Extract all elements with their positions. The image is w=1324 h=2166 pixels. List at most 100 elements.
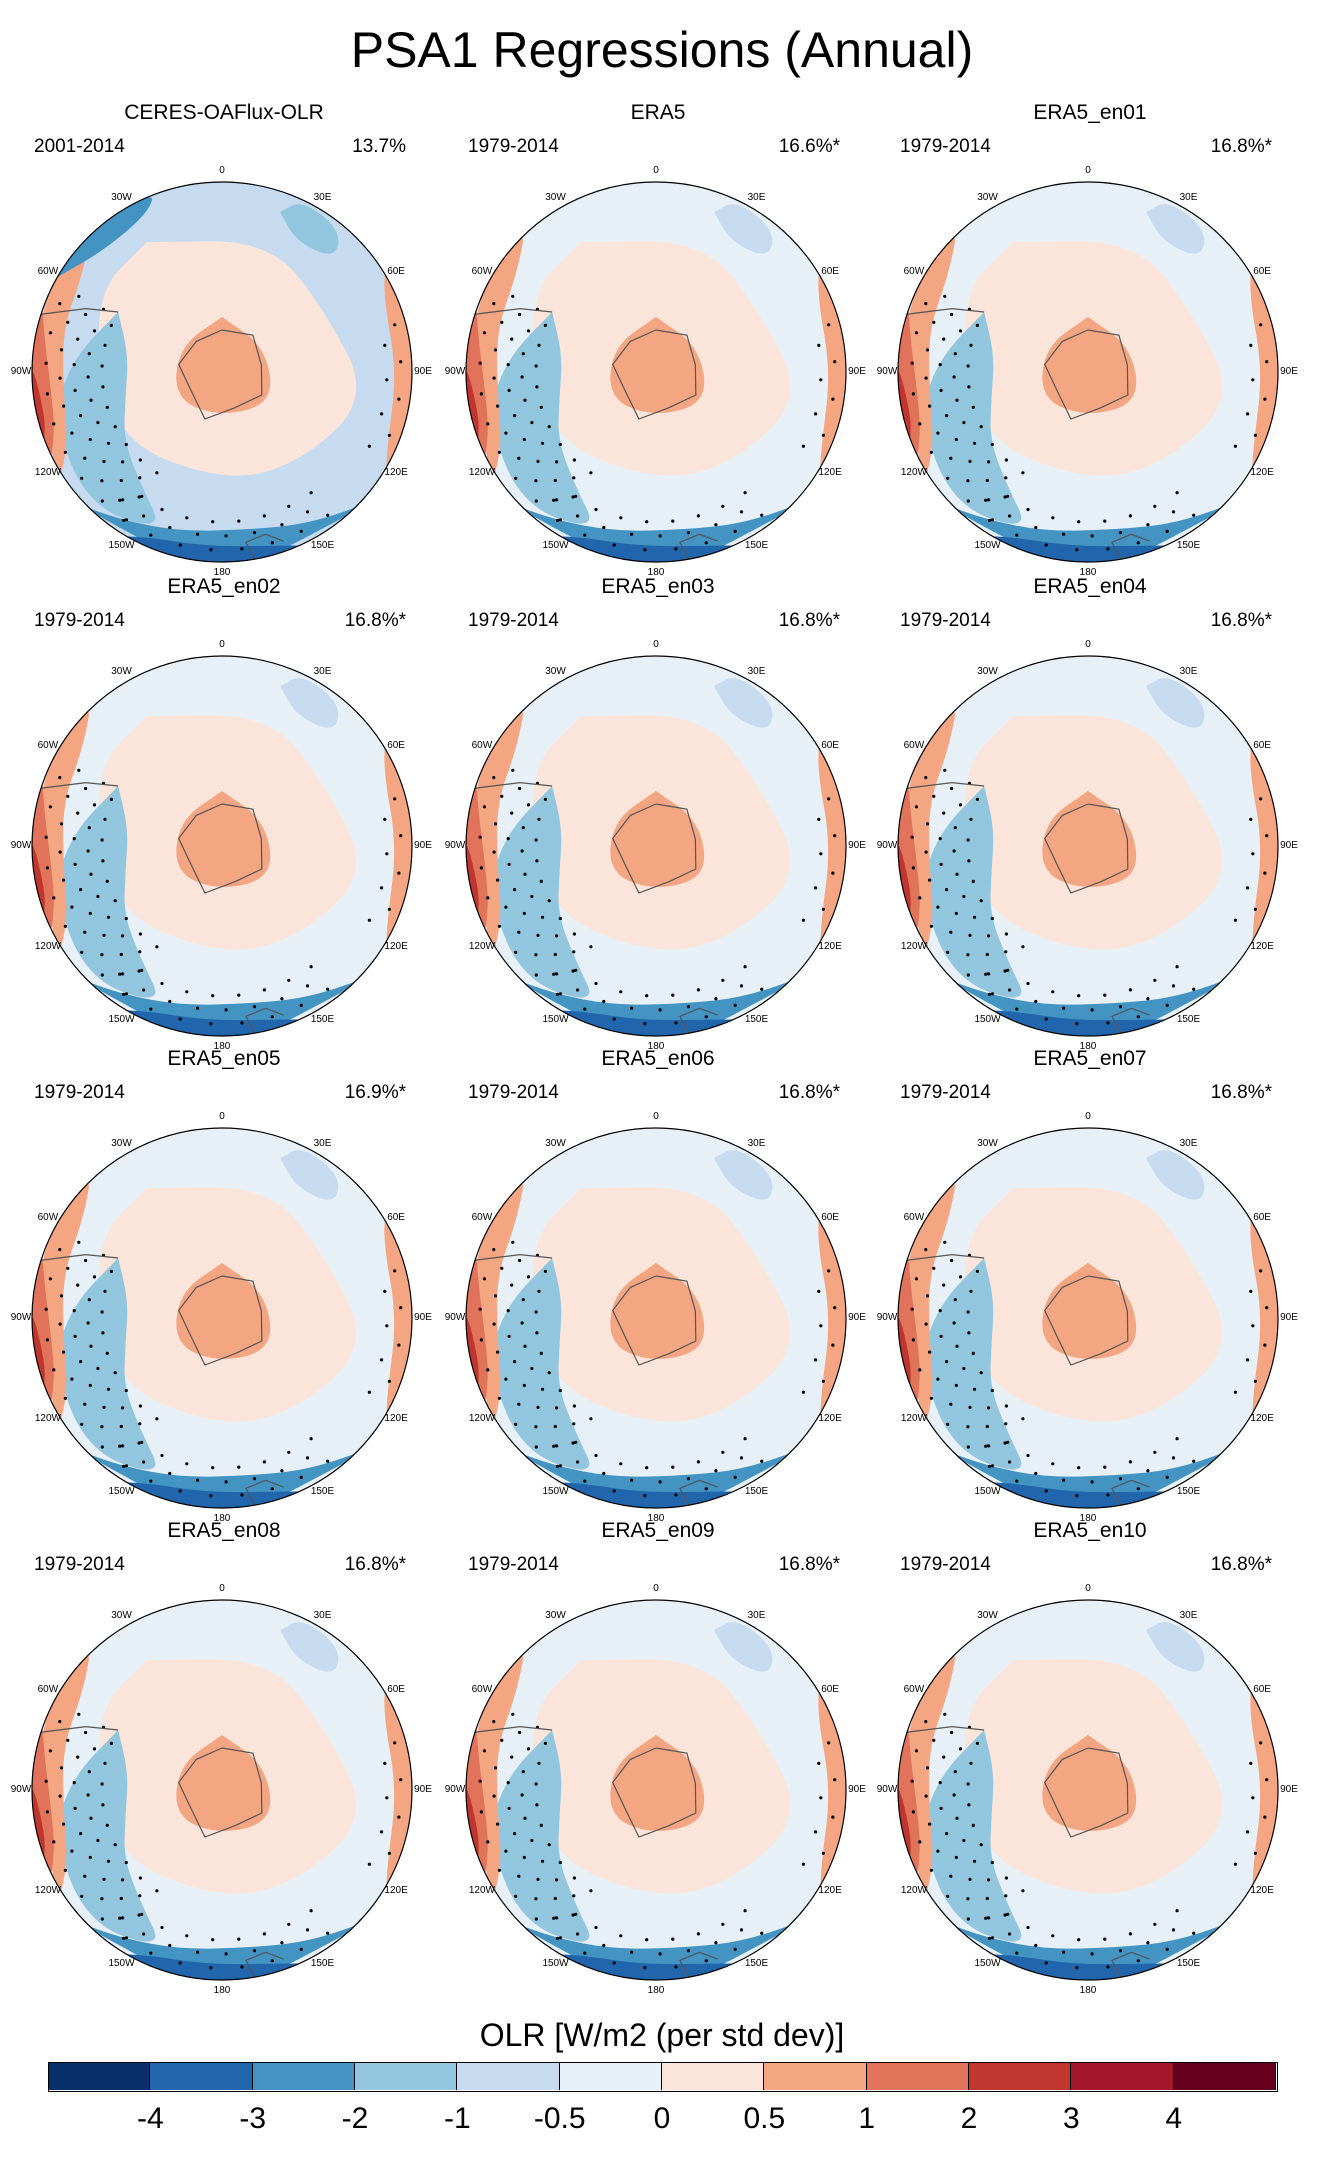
map-panel: ERA5_en07 0 30E 60E 90E 120E 150E 180 150W 120W 90… <box>877 1046 1300 1524</box>
longitude-label: 30E <box>313 665 332 677</box>
longitude-label: 30W <box>545 665 566 677</box>
longitude-label: 120W <box>900 940 927 952</box>
cold-tongue-region <box>925 1730 1022 1942</box>
panel-variance-explained: 16.8%* <box>778 1554 840 1575</box>
map-panel: ERA5_en08 0 30E 60E 90E 120E 150E 180 150W 120W 90… <box>11 1518 434 1996</box>
map-border <box>897 181 1279 563</box>
colorbar-segment <box>559 2062 662 2090</box>
panel-variance-explained: 16.8%* <box>344 1554 406 1575</box>
longitude-label: 60E <box>821 265 839 277</box>
polar-map <box>465 1599 847 1981</box>
panel-variance-explained: 13.7% <box>352 136 406 157</box>
longitude-label: 180 <box>213 1041 231 1052</box>
significance-stipple <box>801 1741 837 1866</box>
significance-stipple <box>118 491 330 552</box>
cold-tongue-region <box>925 786 1022 998</box>
significance-stipple <box>44 768 159 996</box>
longitude-label: 30W <box>977 1137 998 1149</box>
longitude-label: 120E <box>1250 1884 1274 1896</box>
panel-title: ERA5_en06 <box>601 1047 715 1070</box>
new-zealand-coastline <box>1111 1007 1150 1034</box>
longitude-label: 180 <box>1079 1513 1097 1524</box>
colorbar-tick-label: 2 <box>960 2102 978 2135</box>
panel-period: 1979-2014 <box>34 1554 125 1575</box>
longitude-label: 90E <box>848 840 866 851</box>
new-zealand-coastline <box>245 533 284 560</box>
antarctic-anomaly <box>176 1263 271 1359</box>
significance-stipple <box>367 797 403 922</box>
panel-variance-explained: 16.8%* <box>778 610 840 631</box>
longitude-label: 30E <box>747 191 766 203</box>
longitude-label: 90E <box>414 1312 432 1323</box>
longitude-label: 120E <box>818 466 842 478</box>
map-panel: CERES-OAFlux-OLR 0 30E 60E 90E 120E 150E 180 150… <box>11 100 434 578</box>
longitude-label: 90W <box>876 366 898 377</box>
longitude-label: 30W <box>111 1609 132 1621</box>
panel-period: 1979-2014 <box>34 1082 125 1103</box>
south-america-coastline <box>469 781 553 790</box>
new-zealand-coastline <box>1111 533 1150 560</box>
significance-stipple <box>44 1712 159 1940</box>
longitude-label: 30W <box>545 191 566 203</box>
longitude-label: 30W <box>977 191 998 203</box>
longitude-label: 120W <box>468 940 495 952</box>
longitude-label: 120W <box>468 1412 495 1424</box>
longitude-label: 180 <box>647 1513 665 1524</box>
pacific-cold-core <box>987 1010 1188 1036</box>
polar-map <box>897 1127 1279 1509</box>
panel-title: ERA5_en01 <box>1033 101 1147 124</box>
longitude-label: 150W <box>974 540 1001 552</box>
significance-stipple <box>478 768 593 996</box>
longitude-label: 90E <box>1280 1312 1298 1323</box>
colorbar-tick-label: -2 <box>341 2102 369 2135</box>
map-panel: ERA5_en04 0 30E 60E 90E 120E 150E 180 150W 120W 90… <box>877 574 1300 1052</box>
panel-grid: CERES-OAFlux-OLR 0 30E 60E 90E 120E 150E 180 150… <box>10 100 1300 1996</box>
polar-map <box>31 1599 413 1981</box>
panel-period: 1979-2014 <box>468 1082 559 1103</box>
longitude-label: 30W <box>545 1609 566 1621</box>
pacific-cold-core <box>121 1482 322 1508</box>
antarctic-anomaly <box>610 317 705 413</box>
polar-map <box>465 655 847 1037</box>
antarctica-coastline <box>178 803 263 894</box>
polar-map <box>897 1599 1279 1981</box>
longitude-label: 120E <box>1250 1412 1274 1424</box>
longitude-label: 150E <box>310 1486 335 1498</box>
new-zealand-coastline <box>679 1951 718 1978</box>
colorbar-title: OLR [W/m2 (per std dev)] <box>479 2017 845 2053</box>
cold-tongue-region <box>925 312 1022 524</box>
colorbar-tick-label: -0.5 <box>533 2102 586 2135</box>
indian-cold-patch <box>714 1622 773 1672</box>
map-panel: ERA5_en10 0 30E 60E 90E 120E 150E 180 150W 120W 90… <box>877 1518 1300 1996</box>
longitude-label: 60E <box>821 1683 839 1695</box>
longitude-label: 120E <box>384 466 408 478</box>
map-border <box>465 1599 847 1981</box>
longitude-label: 180 <box>647 1041 665 1052</box>
longitude-label: 30W <box>111 1137 132 1149</box>
pacific-cold-core <box>121 1954 322 1980</box>
longitude-label: 150W <box>108 1486 135 1498</box>
significance-stipple <box>1233 323 1269 448</box>
polar-map <box>31 181 413 563</box>
longitude-label: 150E <box>744 1014 769 1026</box>
colorbar-segment <box>1071 2062 1174 2090</box>
cold-tongue-region <box>493 1258 590 1470</box>
longitude-label: 60W <box>471 1683 493 1695</box>
longitude-label: 60W <box>37 1211 59 1223</box>
colorbar-tick-label: 3 <box>1062 2102 1080 2135</box>
significance-stipple <box>801 797 837 922</box>
map-border <box>465 655 847 1037</box>
obs-cold-patch <box>57 197 152 277</box>
longitude-label: 90W <box>10 840 32 851</box>
colorbar-tick-label: -1 <box>443 2102 471 2135</box>
significance-stipple <box>118 965 330 1026</box>
panel-period: 1979-2014 <box>900 1082 991 1103</box>
longitude-label: 180 <box>1079 1041 1097 1052</box>
polar-map <box>31 655 413 1037</box>
significance-stipple <box>367 1269 403 1394</box>
longitude-label: 150W <box>542 540 569 552</box>
new-zealand-coastline <box>245 1479 284 1506</box>
longitude-label: 120E <box>384 1884 408 1896</box>
longitude-label: 60E <box>1253 1683 1271 1695</box>
map-border <box>31 1127 413 1509</box>
